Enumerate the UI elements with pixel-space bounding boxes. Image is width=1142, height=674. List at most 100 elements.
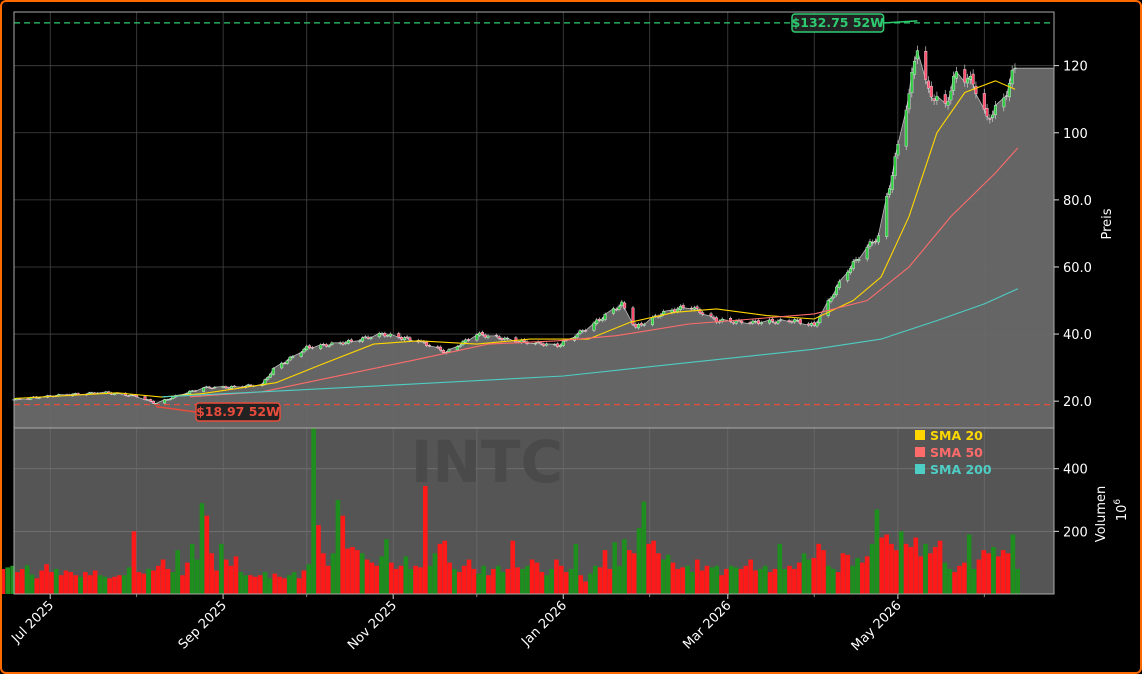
volume-bar	[97, 575, 103, 594]
volume-bar	[656, 553, 661, 594]
volume-bar	[597, 567, 603, 594]
candle-body	[221, 386, 225, 388]
candle-body	[455, 346, 459, 351]
candle-body	[1013, 67, 1017, 70]
candle-body	[787, 320, 791, 322]
volume-bar	[840, 553, 846, 594]
candle-body	[809, 323, 813, 326]
volume-bar	[432, 553, 438, 594]
high-52w-label: $132.75 52W	[792, 15, 885, 30]
candle-body	[291, 356, 295, 358]
candle-body	[759, 322, 763, 325]
volume-bar	[189, 543, 195, 594]
candle-body	[288, 356, 292, 361]
volume-bar	[170, 572, 176, 594]
x-tick-label: Nov 2025	[345, 598, 400, 653]
volume-bar	[583, 581, 588, 594]
volume-bar	[894, 550, 899, 594]
volume-bar	[272, 573, 278, 594]
candle-body	[439, 346, 443, 351]
volume-bar	[87, 575, 93, 594]
candle-body	[319, 344, 323, 349]
volume-bar	[15, 572, 20, 594]
volume-bar	[185, 562, 190, 594]
candle-body	[851, 261, 855, 269]
volume-bar	[811, 557, 817, 594]
volume-bar	[860, 562, 865, 594]
volume-bar	[243, 575, 248, 594]
candle-body	[812, 322, 816, 326]
candle-body	[383, 333, 387, 337]
candle-body	[751, 320, 755, 324]
high-52w-box	[791, 13, 885, 33]
volume-bar	[709, 567, 715, 594]
candle-body	[213, 386, 217, 389]
volume-bar	[738, 568, 744, 594]
candle-body	[910, 72, 914, 94]
candle-body	[988, 118, 992, 120]
candle-body	[425, 341, 429, 346]
volume-bar	[573, 543, 579, 594]
candle-body	[204, 386, 208, 388]
volume-bar	[928, 553, 933, 594]
volume-bar	[524, 565, 530, 594]
volume-bar	[39, 570, 44, 594]
volume-bar	[393, 568, 399, 594]
volume-bar	[209, 553, 214, 594]
candle-body	[887, 188, 891, 195]
watermark-text: INTC	[411, 428, 563, 496]
volume-bar	[223, 559, 229, 594]
candle-body	[308, 345, 312, 348]
candle-body	[924, 51, 928, 80]
candle-body	[90, 392, 94, 394]
volume-bar	[986, 553, 991, 594]
volume-bar	[675, 568, 681, 594]
candle-body	[673, 309, 677, 312]
volume-bar	[864, 556, 870, 594]
volume-bar	[767, 572, 773, 594]
volume-bar	[282, 578, 287, 594]
volume-bar	[991, 547, 996, 594]
candle-body	[458, 345, 462, 347]
candle-body	[271, 368, 275, 375]
candle-body	[768, 319, 772, 324]
candle-body	[73, 393, 77, 395]
volume-bar	[515, 567, 520, 594]
candle-body	[617, 306, 621, 310]
sma-line-sma200	[161, 288, 1019, 398]
volume-bar	[44, 564, 49, 594]
volume-bar	[1000, 550, 1006, 594]
volume-bar	[73, 575, 78, 594]
volume-bar	[714, 565, 719, 594]
sma-line-sma20	[13, 80, 1016, 400]
candle-body	[770, 318, 774, 322]
volume-bar	[476, 573, 482, 594]
volume-bar	[238, 572, 244, 594]
legend-label: SMA 50	[930, 445, 983, 460]
volume-bar	[796, 562, 802, 594]
candle-body	[1002, 97, 1006, 108]
candle-body	[302, 348, 306, 353]
candle-body	[904, 109, 908, 147]
candle-body	[826, 300, 830, 316]
candle-body	[776, 320, 780, 324]
volume-bar	[898, 531, 904, 594]
volume-bar	[204, 515, 210, 594]
volume-bar	[947, 568, 953, 594]
candle-body	[224, 386, 228, 389]
volume-bar	[1015, 568, 1021, 594]
candle-body	[464, 339, 468, 343]
volume-bar	[321, 553, 326, 594]
volume-bar	[923, 543, 928, 594]
legend-swatch	[915, 447, 925, 457]
candle-body	[165, 399, 169, 401]
candle-body	[185, 393, 189, 395]
volume-unit-base: 10	[1115, 505, 1130, 522]
volume-bar	[155, 565, 161, 594]
candle-body	[578, 330, 582, 334]
volume-bar	[937, 540, 943, 594]
volume-bar	[641, 501, 647, 594]
volume-bar	[131, 531, 137, 594]
legend-label: SMA 200	[930, 462, 992, 477]
